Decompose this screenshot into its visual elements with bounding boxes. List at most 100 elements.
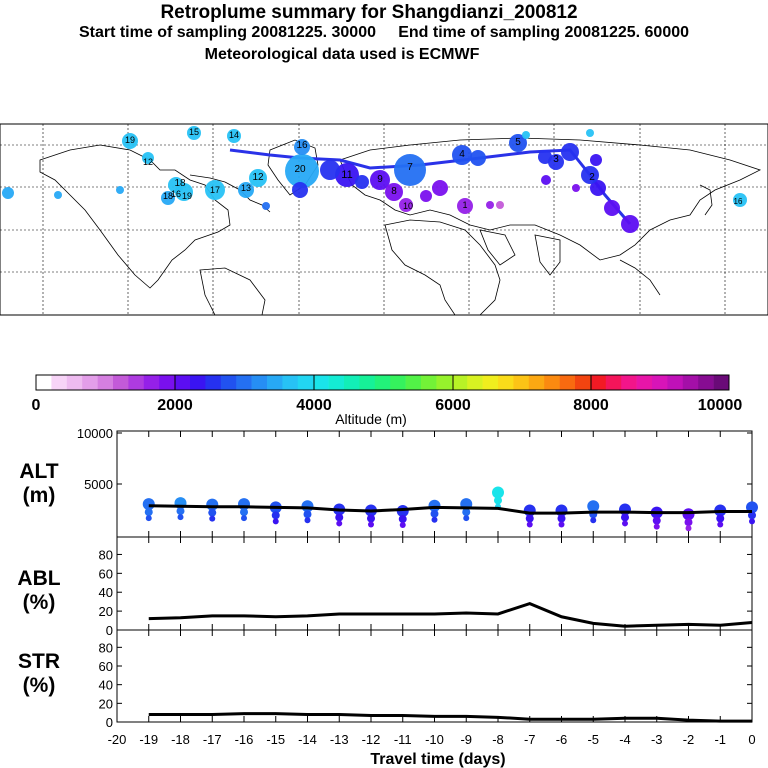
colorbar-swatch [713,375,730,390]
series-line-abl [148,601,753,628]
altitude-point [304,517,311,524]
colorbar-swatch [482,375,499,390]
cluster-label: 12 [143,157,153,167]
colorbar-swatch [97,375,114,390]
colorbar-tick-label: 6000 [435,397,471,414]
trajectory-cluster [590,180,606,196]
str-unit: (%) [23,674,56,697]
colorbar-swatch [528,375,545,390]
altitude-point [431,516,438,523]
colorbar-swatch [282,375,299,390]
x-tick-label: -13 [330,732,349,747]
altitude-point [748,511,756,520]
colorbar-tick-label: 8000 [573,397,609,414]
trajectory-cluster [161,191,175,205]
colorbar-swatch [267,375,283,390]
altitude-point [240,508,248,517]
trajectory-cluster [522,131,530,139]
colorbar-swatch [205,375,222,390]
trajectory-cluster [294,139,310,155]
y-tick-label: 80 [99,640,113,655]
colorbar-tick-label: 0 [32,397,41,414]
x-tick-label: -4 [619,732,631,747]
trajectory-cluster [335,163,359,187]
colorbar-swatch [513,375,530,390]
cluster-label: 13 [241,183,251,193]
cluster-label: 3 [553,154,559,165]
trajectory-cluster [249,169,267,187]
altitude-point [685,525,692,532]
cluster-label: 7 [407,162,413,173]
trajectory-cluster [187,126,201,140]
colorbar-swatch [359,375,376,390]
alt-label: ALT [19,460,58,483]
cluster-label: 16 [734,197,743,206]
trajectory-cluster [470,150,486,166]
y-tick-label: 0 [106,715,113,730]
colorbar-swatch [236,375,252,390]
panel-abl: 0 20 40 60 80 [99,536,753,638]
colorbar-swatch [374,375,391,390]
cluster-label: 9 [377,174,383,185]
altitude-point [145,515,152,522]
altitude-point [749,518,755,525]
altitude-point [303,510,312,519]
colorbar-swatch [544,375,560,390]
colorbar-swatch [159,375,175,390]
altitude-colorbar [35,374,730,391]
trajectory-cluster [262,202,270,210]
colorbar-swatch [113,375,129,390]
cluster-label: 11 [341,169,352,181]
trajectory-cluster [116,186,124,194]
altitude-point [494,496,502,505]
colorbar-swatch [621,375,637,390]
colorbar-swatch [652,375,668,390]
trajectory-cluster [590,154,602,166]
x-tick-label: -15 [266,732,285,747]
cluster-label: 16 [171,189,181,199]
altitude-point [526,521,533,528]
x-tick-label: -19 [139,732,158,747]
y-tick-label: 0 [106,623,113,638]
x-tick-label: -16 [235,732,254,747]
y-tick-label: 20 [99,604,113,619]
colorbar-swatch [590,375,607,390]
altitude-point [399,522,406,529]
str-label: STR [18,650,60,673]
colorbar-swatch [174,375,191,390]
altitude-point [241,515,247,522]
panel-labels: ALT (m) ABL (%) STR (%) [17,460,60,697]
trajectory-cluster [457,198,473,214]
altitude-point [209,515,216,522]
cluster-label: 19 [125,135,135,145]
colorbar-swatch [297,375,314,390]
x-tick-label: -6 [556,732,568,747]
colorbar-swatch [575,375,591,390]
trajectory-cluster [142,152,154,164]
colorbar-swatch [36,375,52,390]
cluster-label: 19 [182,191,192,201]
abl-unit: (%) [23,591,56,614]
met-data-source: Meteorological data used is ECMWF [204,46,480,63]
cluster-label: 4 [459,149,465,160]
x-axis-label: Travel time (days) [370,751,505,768]
colorbar-swatch [451,375,468,390]
trajectory-cluster [205,180,225,200]
retroplume-map: 19 15 14 16 18 12 20 13 11 9 8 7 4 5 3 2… [0,123,768,316]
x-tick-label: -20 [108,732,127,747]
altitude-point [177,514,184,521]
colorbar-swatch [436,375,453,390]
colorbar-swatch [636,375,653,390]
altitude-point [368,521,374,528]
trajectory-cluster [486,201,494,209]
colorbar-swatch [82,375,98,390]
colorbar-swatch [128,375,145,390]
colorbar-swatch [220,375,237,390]
chart-title: Retroplume summary for Shangdianzi_20081… [160,2,578,23]
y-tick-label: 60 [99,659,113,674]
trajectory-cluster [572,184,580,192]
alt-unit: (m) [23,484,56,507]
cluster-label: 14 [229,130,239,140]
x-tick-label: -14 [298,732,317,747]
x-tick-label: -1 [714,732,726,747]
